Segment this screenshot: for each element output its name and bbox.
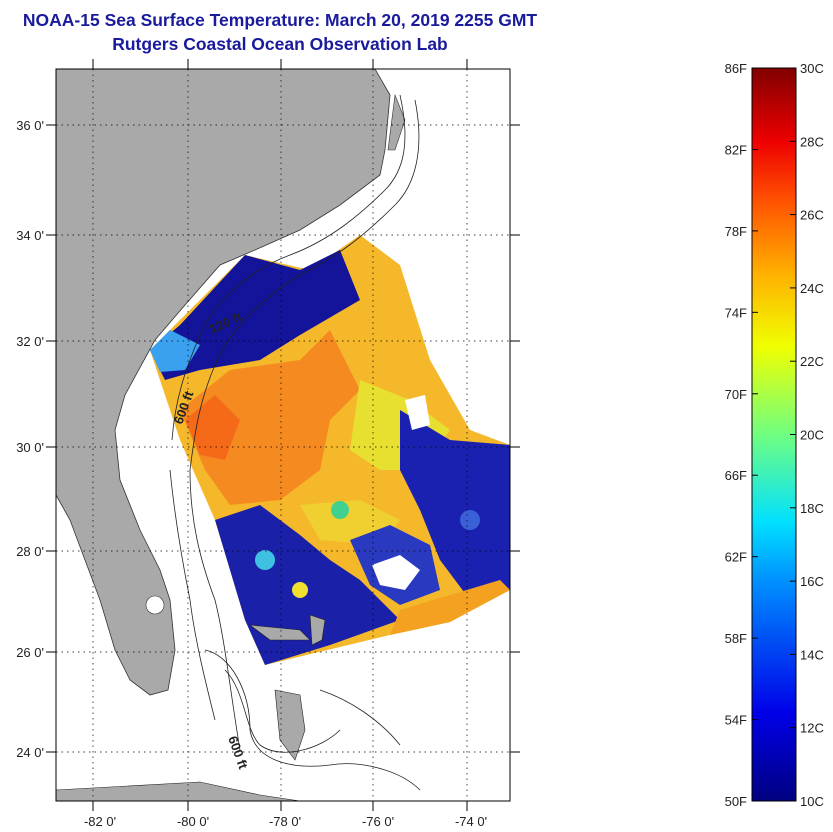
colorbar-c-label: 12C	[800, 721, 824, 736]
colorbar-c-label: 18C	[800, 501, 824, 516]
colorbar-c-label: 22C	[800, 354, 824, 369]
graticule	[56, 69, 510, 801]
colorbar-c-label: 20C	[800, 428, 824, 443]
colorbar-f-label: 78F	[725, 224, 747, 239]
lat-label: 34 0'	[16, 228, 44, 243]
colorbar-celsius-labels: 30C 28C 26C 24C 22C 20C 18C 16C 14C 12C 10C	[800, 61, 824, 809]
colorbar-c-label: 28C	[800, 134, 824, 149]
colorbar-f-label: 66F	[725, 468, 747, 483]
colorbar-c-label: 10C	[800, 794, 824, 809]
colorbar-c-label: 30C	[800, 61, 824, 76]
map-subtitle: Rutgers Coastal Ocean Observation Lab	[112, 34, 448, 54]
land-mass	[56, 69, 406, 801]
colorbar: 86F 82F 78F 74F 70F 66F 62F 58F 54F 50F 30C 28C 26C…	[725, 61, 824, 809]
colorbar-f-label: 86F	[725, 61, 747, 76]
lat-label: 30 0'	[16, 440, 44, 455]
lat-label: 32 0'	[16, 334, 44, 349]
lat-label: 28 0'	[16, 544, 44, 559]
lon-label: -80 0'	[177, 814, 209, 829]
colorbar-f-label: 74F	[725, 305, 747, 320]
map-frame-border	[55, 68, 511, 802]
lon-label: -74 0'	[455, 814, 487, 829]
colorbar-c-label: 14C	[800, 647, 824, 662]
axis-ticks	[46, 59, 520, 811]
lat-label: 26 0'	[16, 645, 44, 660]
map-plot-area	[56, 69, 510, 801]
colorbar-c-label: 24C	[800, 281, 824, 296]
colorbar-f-label: 62F	[725, 550, 747, 565]
map-title: NOAA-15 Sea Surface Temperature: March 2…	[22, 10, 538, 30]
lon-label: -76 0'	[362, 814, 394, 829]
lon-label: -78 0'	[269, 814, 301, 829]
lat-label: 36 0'	[16, 118, 44, 133]
bathymetry-contours	[169, 94, 421, 791]
colorbar-f-label: 58F	[725, 631, 747, 646]
colorbar-gradient	[751, 67, 797, 802]
colorbar-f-label: 70F	[725, 387, 747, 402]
colorbar-f-label: 82F	[725, 142, 747, 157]
colorbar-c-label: 16C	[800, 574, 824, 589]
colorbar-ticks	[752, 67, 796, 802]
lon-label: -82 0'	[84, 814, 116, 829]
colorbar-fahrenheit-labels: 86F 82F 78F 74F 70F 66F 62F 58F 54F 50F	[725, 61, 747, 809]
colorbar-c-label: 26C	[800, 208, 824, 223]
colorbar-f-label: 50F	[725, 794, 747, 809]
sst-swath	[150, 235, 510, 665]
colorbar-f-label: 54F	[725, 713, 747, 728]
lat-label: 24 0'	[16, 745, 44, 760]
